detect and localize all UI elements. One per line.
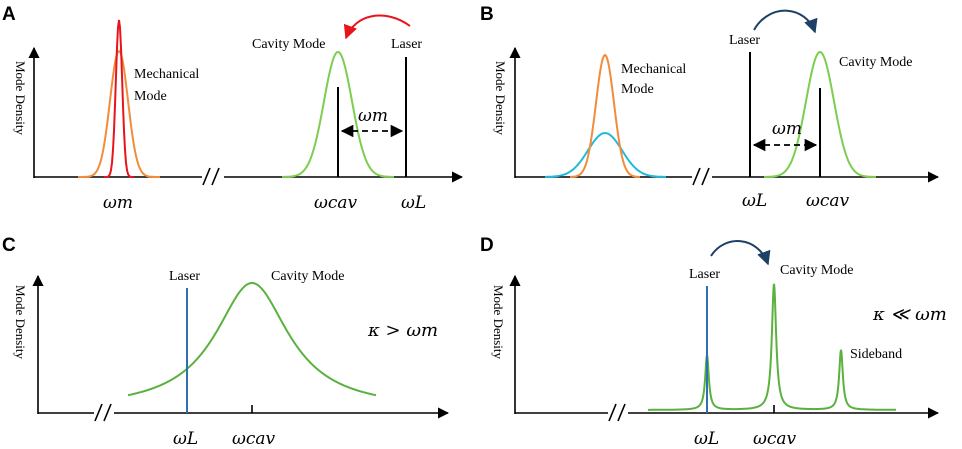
- tick-omega-l: ωL: [694, 429, 719, 449]
- tick-omega-l: ωL: [173, 429, 198, 449]
- tick-omega-cav: ωcav: [753, 429, 797, 449]
- red-curved-arrow-icon: [343, 14, 411, 40]
- tick-omega-cav: ωcav: [806, 191, 850, 211]
- axis-break-2-d: [617, 403, 626, 422]
- y-axis-label-b: Mode Density: [493, 61, 508, 136]
- axis-break-2-b: [701, 167, 710, 186]
- cavity-mode-label: Cavity Mode: [780, 263, 854, 278]
- laser-label: Laser: [729, 33, 760, 48]
- mechanical-mode-curve-broad: [78, 49, 160, 178]
- panel-label-c: C: [2, 235, 16, 256]
- omega-m-arrow-label: ωm: [358, 106, 388, 126]
- panel-c: C Mode Density Laser Cavity Mode κ > ωm …: [2, 235, 450, 449]
- cavity-mode-curve: [763, 50, 877, 178]
- mechanical-mode-label-line2: Mode: [134, 89, 167, 104]
- y-axis-label-c: Mode Density: [13, 285, 28, 360]
- y-axis-label-a: Mode Density: [13, 61, 28, 136]
- tick-omega-l: ωL: [401, 193, 426, 213]
- sideband-label: Sideband: [850, 347, 902, 362]
- panel-label-b: B: [480, 4, 494, 25]
- mechanical-mode-label-line2: Mode: [621, 82, 654, 97]
- mechanical-mode-label-line1: Mechanical: [134, 67, 199, 82]
- laser-label: Laser: [391, 37, 422, 52]
- mechanical-mode-label-line1: Mechanical: [621, 62, 686, 77]
- mechanical-mode-curve-narrow: [104, 19, 134, 178]
- laser-label: Laser: [169, 269, 200, 284]
- axis-break-2-c: [103, 403, 112, 422]
- tick-omega-m: ωm: [103, 193, 133, 213]
- panel-label-d: D: [480, 235, 494, 256]
- cavity-mode-curve: [648, 283, 896, 411]
- tick-omega-l: ωL: [742, 191, 767, 211]
- axis-break-1-d: [608, 403, 617, 422]
- cavity-mode-label: Cavity Mode: [839, 55, 913, 70]
- panel-d: D Mode Density Laser Cavity Mode Sideban…: [480, 235, 947, 449]
- cavity-mode-label: Cavity Mode: [271, 269, 345, 284]
- mechanical-mode-curve-narrow: [570, 53, 640, 178]
- axis-break-1-c: [94, 403, 103, 422]
- cavity-mode-curve: [281, 50, 395, 178]
- axis-break-2-a: [211, 167, 220, 186]
- kappa-relation: κ ≪ ωm: [872, 304, 947, 325]
- cavity-mode-curve: [127, 282, 377, 397]
- navy-curved-arrow-icon: [710, 240, 771, 266]
- laser-label: Laser: [689, 267, 720, 282]
- panel-a: A Mode Density Mechanical Mode Cavity Mo…: [2, 4, 464, 213]
- tick-omega-cav: ωcav: [232, 429, 276, 449]
- mechanical-mode-curve-broad: [545, 131, 666, 178]
- y-axis-label-d: Mode Density: [491, 285, 506, 360]
- cavity-mode-label: Cavity Mode: [252, 37, 326, 52]
- panel-b: B Mode Density Mechanical Mode Laser Cav…: [480, 4, 940, 211]
- axis-break-1-b: [692, 167, 701, 186]
- panel-label-a: A: [2, 4, 16, 25]
- tick-omega-cav: ωcav: [314, 193, 358, 213]
- kappa-relation: κ > ωm: [367, 320, 438, 341]
- axis-break-1-a: [202, 167, 211, 186]
- navy-curved-arrow-icon: [753, 9, 818, 34]
- omega-m-arrow-label: ωm: [772, 119, 802, 139]
